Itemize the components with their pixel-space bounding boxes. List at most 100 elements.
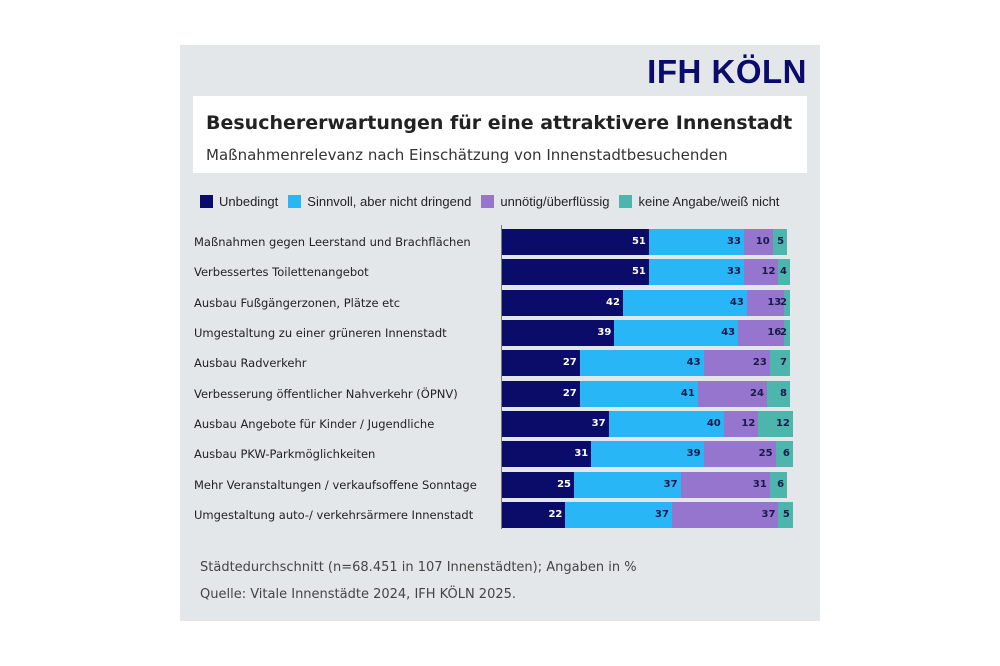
bar-segment: 37	[574, 471, 681, 498]
bar-segment: 51	[502, 229, 649, 255]
bar-segment: 39	[591, 441, 704, 468]
bar-segment: 27	[502, 350, 580, 377]
data-label: 31	[574, 448, 589, 460]
category-label: Ausbau PKW-Parkmöglichkeiten	[194, 447, 376, 462]
bar-segment: 2	[780, 289, 790, 316]
bar-segment: 24	[697, 380, 767, 407]
data-label: 6	[777, 478, 785, 490]
data-label: 8	[780, 387, 787, 399]
data-label: 33	[726, 266, 741, 278]
bar-segment: 12	[758, 410, 793, 437]
bar-segment: 40	[608, 410, 724, 437]
bar-segment: 8	[766, 380, 790, 407]
data-label: 6	[782, 448, 790, 460]
data-label: 16	[767, 326, 782, 338]
y-axis-line	[501, 225, 502, 529]
bar-segment: 7	[769, 350, 790, 377]
data-label: 27	[562, 357, 577, 369]
footnote-sample: Städtedurchschnitt (n=68.451 in 107 Inne…	[200, 560, 637, 575]
legend-swatch	[288, 195, 302, 208]
legend-label: Unbedingt	[219, 194, 279, 209]
bar-segment: 43	[614, 319, 739, 346]
bar-segment: 10	[743, 229, 773, 255]
bar-segment: 22	[502, 501, 566, 528]
data-label: 2	[780, 296, 787, 308]
bar-segment: 6	[769, 471, 788, 498]
bar-segment: 33	[648, 229, 744, 255]
data-label: 22	[548, 508, 563, 520]
category-label: Maßnahmen gegen Leerstand und Brachfläch…	[194, 235, 471, 249]
legend-swatch	[481, 195, 495, 208]
data-label: 27	[562, 387, 577, 399]
category-label: Verbesserung öffentlicher Nahverkehr (ÖP…	[194, 386, 458, 401]
footnote-source: Quelle: Vitale Innenstädte 2024, IFH KÖL…	[200, 587, 517, 602]
bar-segment: 43	[622, 289, 747, 316]
category-label: Umgestaltung auto-/ verkehrsärmere Innen…	[194, 507, 474, 522]
data-label: 43	[729, 296, 744, 308]
data-label: 37	[591, 417, 606, 429]
data-label: 5	[782, 508, 790, 520]
legend-item: Sinnvoll, aber nicht dringend	[288, 194, 471, 209]
data-label: 51	[631, 266, 646, 278]
data-label: 2	[780, 326, 787, 338]
bar-segment: 37	[671, 501, 779, 528]
bar-segment: 12	[723, 410, 759, 437]
data-label: 40	[706, 417, 721, 429]
data-label: 39	[686, 448, 701, 460]
bar-segment: 23	[703, 350, 770, 377]
data-label: 37	[761, 508, 776, 520]
category-label: Ausbau Radverkehr	[194, 356, 307, 371]
title-box: Besuchererwartungen für eine attraktiver…	[193, 96, 807, 173]
bar-segment: 51	[502, 259, 649, 286]
bar-segment: 37	[502, 410, 609, 437]
category-label: Ausbau Fußgängerzonen, Plätze etc	[194, 295, 401, 310]
bar-segment: 25	[502, 471, 574, 498]
data-label: 25	[557, 478, 571, 490]
bar-segment: 6	[775, 441, 793, 468]
bar-segment: 5	[772, 229, 788, 255]
ifh-koeln-logo: IFH KÖLN	[647, 53, 807, 90]
data-label: 51	[631, 236, 646, 247]
data-label: 24	[750, 387, 764, 399]
data-label: 13	[767, 296, 782, 308]
data-label: 43	[686, 357, 701, 369]
data-label: 37	[663, 478, 678, 490]
data-label: 12	[761, 266, 776, 278]
data-label: 42	[606, 296, 620, 308]
bar-segment: 41	[579, 380, 698, 407]
bar-segment: 12	[743, 259, 779, 286]
data-label: 4	[780, 266, 787, 278]
bar-segment: 39	[502, 319, 615, 346]
bar-segment: 43	[579, 350, 704, 377]
bar-segment: 37	[565, 501, 672, 528]
legend-label: unnötig/überflüssig	[500, 194, 610, 209]
bar-segment: 16	[738, 319, 785, 346]
category-label: Verbessertes Toilettenangebot	[194, 265, 369, 280]
legend-label: Sinnvoll, aber nicht dringend	[307, 194, 472, 209]
data-label: 41	[680, 387, 695, 399]
legend-item: keine Angabe/weiß nicht	[619, 194, 779, 209]
bar-segment: 13	[746, 289, 785, 316]
legend-swatch	[619, 195, 633, 208]
legend-label: keine Angabe/weiß nicht	[638, 194, 780, 209]
data-label: 5	[777, 236, 785, 247]
chart-subtitle: Maßnahmenrelevanz nach Einschätzung von …	[206, 146, 728, 164]
legend: Unbedingt Sinnvoll, aber nicht dringend un…	[200, 194, 779, 209]
chart-panel: IFH KÖLN Besuchererwartungen für eine at…	[180, 45, 820, 621]
bar-segment: 27	[502, 380, 580, 407]
data-label: 23	[752, 357, 767, 369]
data-label: 25	[758, 448, 773, 460]
legend-item: unnötig/überflüssig	[481, 194, 609, 209]
legend-swatch	[200, 195, 213, 208]
bar-segment: 25	[703, 441, 776, 468]
bar-segment: 2	[780, 319, 790, 346]
data-label: 43	[721, 326, 736, 338]
category-label: Mehr Veranstaltungen / verkaufsoffene So…	[194, 477, 477, 492]
bar-segment: 33	[648, 259, 744, 286]
chart-title: Besuchererwartungen für eine attraktiver…	[206, 112, 793, 134]
data-label: 33	[726, 236, 741, 247]
data-label: 39	[597, 326, 612, 338]
data-label: 12	[775, 417, 790, 429]
bar-segment: 5	[778, 501, 793, 528]
category-label: Ausbau Angebote für Kinder / Jugendliche	[194, 416, 435, 431]
